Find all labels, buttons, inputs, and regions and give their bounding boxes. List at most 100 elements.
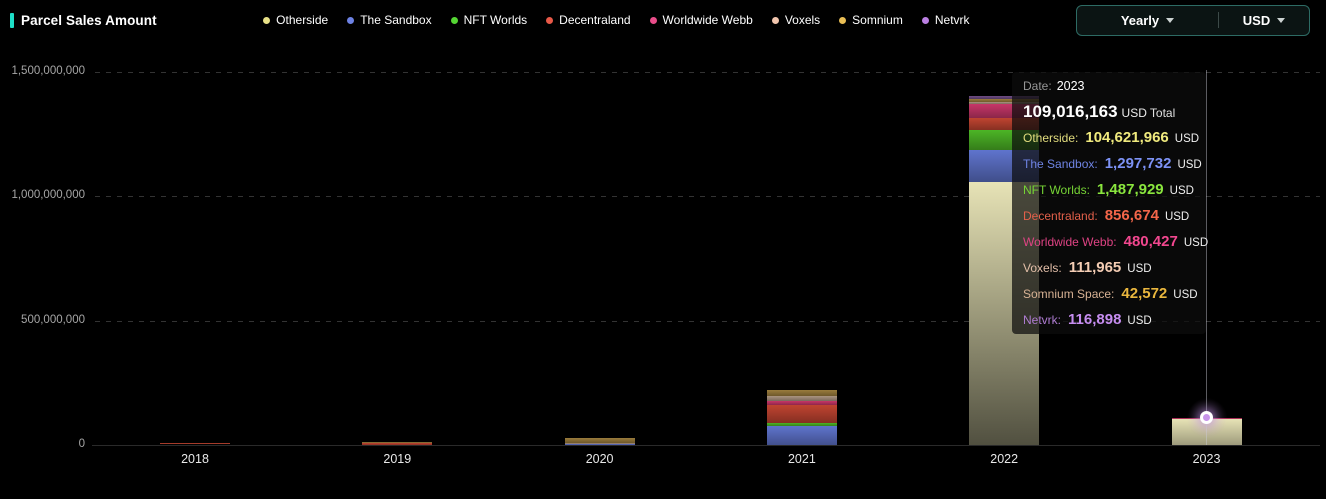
legend-item-somnium[interactable]: Somnium (839, 13, 903, 27)
bar-segment-2021-worldwide-webb[interactable] (766, 401, 837, 406)
tooltip-row-value: 42,572 (1121, 285, 1168, 302)
tooltip-series-rows: Otherside: 104,621,966 USD The Sandbox: 1,29… (1023, 125, 1209, 333)
tooltip-date-value: 2023 (1056, 79, 1085, 93)
tooltip-row-label: NFT Worlds: (1023, 183, 1090, 197)
bar-segment-2022-decentraland[interactable] (969, 118, 1040, 131)
bar-segment-2019-somnium[interactable] (362, 442, 433, 443)
tooltip-row-unit: USD (1127, 315, 1152, 327)
tooltip-row-value: 111,965 (1068, 259, 1122, 276)
controls-divider (1218, 12, 1219, 28)
bar-segment-2021-the-sandbox[interactable] (766, 426, 837, 445)
tooltip-row-unit: USD (1164, 211, 1190, 223)
legend-dot-icon (263, 16, 271, 24)
hover-crosshair-line (1206, 70, 1207, 445)
tooltip-row-value: 116,898 (1068, 311, 1122, 328)
gridline-1,500,000,000 (95, 71, 1320, 73)
gridline-500,000,000 (95, 320, 1320, 322)
tooltip-row-label: Otherside: (1023, 131, 1079, 145)
legend-item-decentraland[interactable]: Decentraland (546, 13, 631, 27)
y-axis-tick-label: 1,000,000,000 (11, 189, 85, 201)
legend-item-label: Somnium (852, 13, 903, 27)
legend-dot-icon (347, 16, 355, 24)
tooltip-row-somnium-space: Somnium Space: 42,572 USD (1023, 281, 1206, 307)
tooltip-row-label: Decentraland: (1023, 209, 1098, 223)
bar-segment-2019-decentraland[interactable] (362, 443, 433, 445)
legend-item-worldwide-webb[interactable]: Worldwide Webb (649, 13, 753, 27)
y-axis-tick-label: 500,000,000 (21, 313, 85, 326)
hover-point-marker[interactable] (1200, 411, 1213, 425)
x-axis-label-2021: 2021 (787, 452, 816, 466)
tooltip-total-unit: USD (1121, 106, 1147, 120)
legend-item-label: Worldwide Webb (662, 13, 753, 27)
bar-segment-2022-somnium[interactable] (969, 99, 1040, 102)
x-axis-label-2020: 2020 (585, 452, 614, 466)
tooltip-row-voxels: Voxels: 111,965 USD (1023, 255, 1206, 281)
tooltip-date-label: Date: (1023, 79, 1052, 93)
bar-segment-2021-voxels[interactable] (766, 395, 837, 402)
tooltip-total-row: 109,016,163 USD Total (1023, 99, 1206, 125)
tooltip-row-unit: USD (1173, 289, 1198, 301)
bar-segment-2018-the-sandbox[interactable] (160, 444, 230, 446)
bar-segment-2021-decentraland[interactable] (766, 405, 837, 423)
chart-tooltip: Date: 2023 109,016,163 USD Total Otherside:… (1012, 72, 1209, 334)
tooltip-row-value: 480,427 (1123, 233, 1178, 250)
bar-segment-2018-decentraland[interactable] (160, 443, 230, 445)
legend-item-the-sandbox[interactable]: The Sandbox (347, 13, 432, 27)
legend-dot-icon (546, 16, 554, 24)
page-title: Parcel Sales Amount (21, 12, 157, 28)
x-axis-label-2023: 2023 (1192, 452, 1221, 466)
tooltip-row-decentraland: Decentraland: 856,674 USD (1023, 203, 1206, 229)
legend-dot-icon (450, 16, 458, 24)
legend-item-label: Voxels (784, 13, 821, 27)
legend-item-otherside[interactable]: Otherside (263, 13, 328, 27)
x-axis-label-2018: 2018 (181, 452, 209, 466)
bar-segment-2021-somnium[interactable] (766, 390, 837, 396)
bar-segment-2021-nft-worlds[interactable] (766, 422, 837, 427)
bar-segment-2019-the-sandbox[interactable] (362, 444, 433, 446)
currency-dropdown[interactable]: USD (1219, 6, 1309, 35)
tooltip-total-suffix: Total (1149, 106, 1176, 120)
chevron-down-icon (1166, 18, 1175, 23)
chart-legend: Otherside The Sandbox NFT Worlds Decentrala… (165, 13, 1068, 27)
tooltip-row-label: Somnium Space: (1023, 287, 1115, 301)
tooltip-row-label: Voxels: (1023, 261, 1062, 275)
legend-item-label: The Sandbox (360, 13, 432, 27)
bar-segment-2019-voxels[interactable] (362, 442, 433, 444)
legend-item-label: Decentraland (559, 13, 631, 27)
tooltip-row-value: 1,487,929 (1096, 181, 1164, 198)
bar-segment-2018-voxels[interactable] (160, 442, 230, 444)
legend-item-nft-worlds[interactable]: NFT Worlds (450, 13, 528, 27)
tooltip-row-value: 856,674 (1104, 207, 1159, 224)
legend-item-netvrk[interactable]: Netvrk (921, 13, 970, 27)
tooltip-row-the-sandbox: The Sandbox: 1,297,732 USD (1023, 151, 1206, 177)
legend-item-voxels[interactable]: Voxels (771, 13, 821, 27)
legend-dot-icon (771, 16, 779, 24)
legend-item-label: NFT Worlds (463, 13, 528, 27)
bar-segment-2022-voxels[interactable] (969, 101, 1040, 104)
tooltip-row-value: 104,621,966 (1085, 129, 1169, 146)
tooltip-row-otherside: Otherside: 104,621,966 USD (1023, 125, 1206, 151)
legend-dot-icon (649, 16, 657, 24)
gridline-0 (92, 445, 1320, 446)
y-axis-tick-label: 0 (78, 438, 85, 450)
tooltip-row-netvrk: Netvrk: 116,898 USD (1023, 307, 1206, 333)
bar-segment-2020-the-sandbox[interactable] (564, 443, 635, 445)
bar-segment-2022-netvrk[interactable] (969, 95, 1040, 100)
tooltip-row-label: The Sandbox: (1023, 157, 1098, 171)
currency-dropdown-label: USD (1242, 12, 1271, 28)
chart-header: Parcel Sales Amount Otherside The Sandbox… (0, 0, 1326, 40)
period-dropdown[interactable]: Yearly (1077, 6, 1218, 35)
tooltip-row-label: Netvrk: (1023, 313, 1062, 327)
tooltip-row-unit: USD (1177, 159, 1202, 171)
x-axis-label-2019: 2019 (383, 452, 412, 466)
tooltip-row-unit: USD (1183, 237, 1209, 249)
legend-item-label: Netvrk (934, 13, 970, 27)
bar-segment-2020-voxels[interactable] (564, 443, 635, 444)
bar-segment-2020-somnium[interactable] (564, 438, 635, 444)
period-dropdown-label: Yearly (1120, 12, 1160, 28)
tooltip-row-nft-worlds: NFT Worlds: 1,487,929 USD (1023, 177, 1206, 203)
legend-item-label: Otherside (276, 13, 329, 27)
chevron-down-icon (1277, 18, 1286, 23)
